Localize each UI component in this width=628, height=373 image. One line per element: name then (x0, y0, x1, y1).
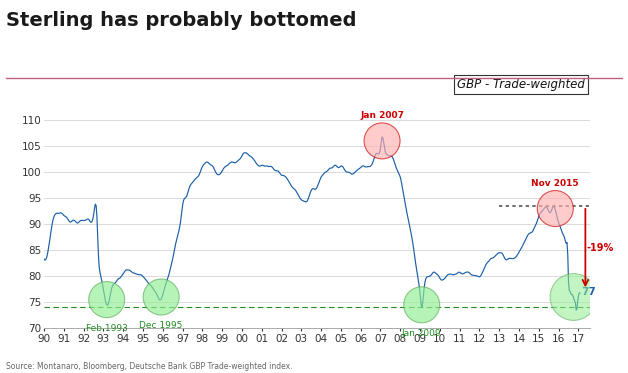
Ellipse shape (538, 191, 573, 226)
Ellipse shape (404, 287, 440, 323)
Ellipse shape (89, 282, 125, 318)
Text: Feb 1993: Feb 1993 (86, 324, 127, 333)
Ellipse shape (550, 274, 597, 320)
Text: 77: 77 (581, 287, 595, 297)
Ellipse shape (143, 279, 179, 315)
Text: Jan 2007: Jan 2007 (360, 111, 404, 120)
Text: Nov 2015: Nov 2015 (531, 179, 579, 188)
Text: GBP - Trade-weighted: GBP - Trade-weighted (457, 78, 585, 91)
Ellipse shape (364, 123, 400, 159)
Text: Dec 1995: Dec 1995 (139, 321, 183, 330)
Text: Sterling has probably bottomed: Sterling has probably bottomed (6, 11, 357, 30)
Text: Jan 2009: Jan 2009 (402, 329, 441, 338)
Text: Source: Montanaro, Bloomberg, Deutsche Bank GBP Trade-weighted index.: Source: Montanaro, Bloomberg, Deutsche B… (6, 362, 293, 371)
Text: -19%: -19% (587, 243, 614, 253)
